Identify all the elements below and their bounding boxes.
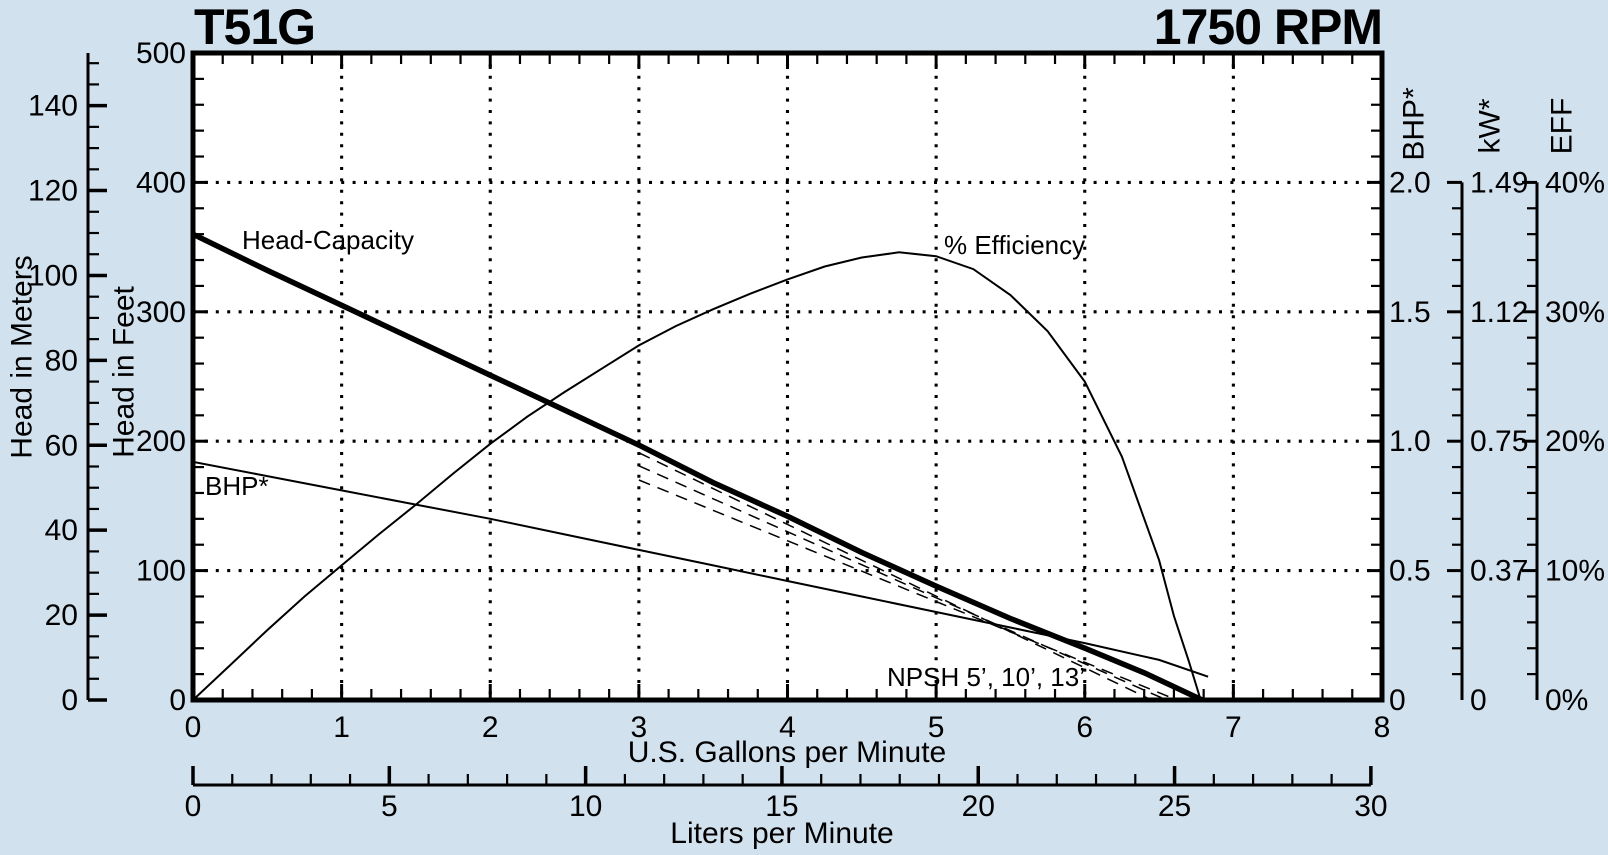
tick-label: 20	[962, 790, 995, 823]
tick-label: 1.0	[1389, 425, 1431, 458]
speed-title: 1750 RPM	[1154, 0, 1382, 55]
tick-label: 5	[928, 711, 945, 744]
npsh-13-curve	[638, 479, 1178, 700]
feet-axis-title: Head in Feet	[108, 285, 141, 457]
tick-label: 30%	[1545, 296, 1605, 329]
efficiency-curve	[193, 251, 1202, 700]
lpm-axis-title: Liters per Minute	[670, 817, 893, 850]
tick-label: 10%	[1545, 555, 1605, 588]
meters-axis-title: Head in Meters	[6, 255, 39, 458]
tick-label: 400	[136, 166, 186, 199]
tick-label: 1	[333, 711, 350, 744]
axis-ticks	[193, 53, 1382, 700]
model-title: T51G	[194, 0, 315, 55]
npsh-5-curve	[638, 452, 1152, 700]
tick-label: 0	[185, 711, 202, 744]
eff-axis-title: EFF	[1546, 98, 1579, 155]
kw-axis-title: kW*	[1474, 98, 1507, 153]
tick-label: 60	[45, 429, 78, 462]
tick-label: 8	[1374, 711, 1391, 744]
tick-label: 5	[381, 790, 398, 823]
tick-label: 0	[1389, 684, 1406, 717]
bhp-curve-label: BHP*	[205, 471, 269, 501]
tick-label: 2.0	[1389, 166, 1431, 199]
tick-label: 0.5	[1389, 555, 1431, 588]
tick-label: 1.49	[1470, 166, 1528, 199]
tick-label: 40	[45, 514, 78, 547]
tick-label: 0	[169, 684, 186, 717]
tick-label: 100	[136, 555, 186, 588]
tick-label: 2	[482, 711, 499, 744]
tick-label: 40%	[1545, 166, 1605, 199]
npsh-curves-label: NPSH 5’, 10’, 13’	[887, 662, 1085, 692]
tick-label: 120	[28, 175, 78, 208]
tick-label: 0%	[1545, 684, 1588, 717]
tick-label: 20	[45, 599, 78, 632]
tick-label: 3	[631, 711, 648, 744]
tick-label: 1.12	[1470, 296, 1528, 329]
gpm-axis-title: U.S. Gallons per Minute	[628, 736, 946, 769]
meters-axis	[86, 53, 107, 702]
tick-label: 30	[1354, 790, 1387, 823]
curves	[193, 231, 1209, 700]
lpm-axis	[191, 766, 1373, 787]
tick-label: 300	[136, 296, 186, 329]
tick-label: 140	[28, 90, 78, 123]
tick-label: 200	[136, 425, 186, 458]
tick-label: 0	[61, 684, 78, 717]
tick-label: 0	[1470, 684, 1487, 717]
tick-label: 80	[45, 344, 78, 377]
gridlines	[193, 53, 1382, 700]
tick-label: 25	[1158, 790, 1191, 823]
tick-label: 0	[185, 790, 202, 823]
npsh-10-curve	[638, 465, 1167, 700]
tick-label: 1.5	[1389, 296, 1431, 329]
tick-label: 500	[136, 37, 186, 70]
aux-right-axes	[1447, 180, 1539, 700]
tick-label: 0.75	[1470, 425, 1528, 458]
plot-background	[193, 53, 1382, 700]
tick-label: 20%	[1545, 425, 1605, 458]
head-capacity-curve-label: Head-Capacity	[242, 225, 414, 255]
tick-label: 100	[28, 259, 78, 292]
tick-label: 10	[569, 790, 602, 823]
tick-label: 4	[779, 711, 796, 744]
tick-label: 7	[1225, 711, 1242, 744]
tick-label: 6	[1076, 711, 1093, 744]
tick-label: 15	[765, 790, 798, 823]
efficiency-curve-label: % Efficiency	[944, 230, 1085, 260]
bhp-curve	[193, 460, 1209, 678]
bhp-axis-title: BHP*	[1398, 87, 1431, 161]
tick-label: 0.37	[1470, 555, 1528, 588]
